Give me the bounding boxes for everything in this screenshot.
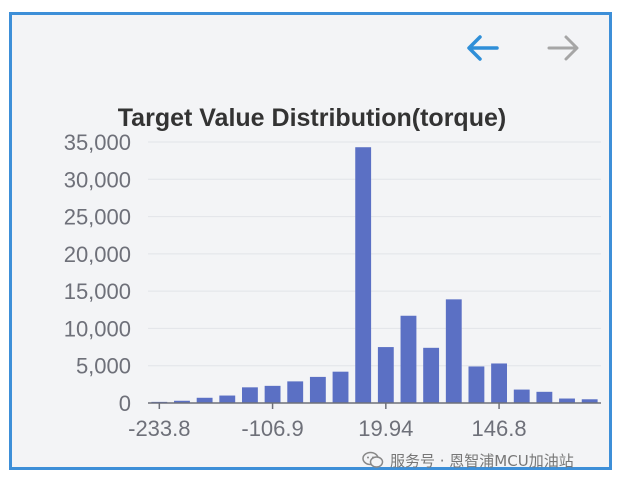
y-tick-label: 15,000: [64, 279, 131, 304]
chart-title: Target Value Distribution(torque): [118, 104, 506, 132]
histogram-bar: [219, 395, 236, 403]
histogram-bar: [196, 397, 213, 403]
watermark: 服务号 · 恩智浦MCU加油站: [362, 448, 574, 472]
histogram-bar: [241, 387, 258, 403]
x-axis: -233.8 -106.9 19.94 146.8: [128, 402, 601, 441]
histogram-bar: [468, 366, 485, 403]
histogram-bar: [423, 347, 440, 403]
forward-button[interactable]: [541, 30, 585, 66]
y-tick-label: 20,000: [64, 242, 131, 267]
y-tick-label: 5,000: [76, 354, 131, 379]
y-tick-label: 25,000: [64, 205, 131, 230]
histogram-bar: [174, 400, 190, 403]
grid-lines: [148, 141, 601, 367]
histogram-bar: [355, 147, 372, 403]
watermark-text: 服务号 · 恩智浦MCU加油站: [390, 451, 574, 470]
histogram-bar: [264, 385, 281, 403]
histogram-bar: [287, 381, 304, 403]
arrow-left-icon: [467, 35, 499, 61]
y-tick-label: 10,000: [64, 316, 131, 341]
x-tick-label: -106.9: [241, 416, 303, 441]
histogram-bar: [536, 391, 553, 403]
histogram-bar: [559, 398, 575, 403]
histogram-bar: [400, 315, 417, 403]
y-tick-label: 0: [119, 391, 131, 416]
back-button[interactable]: [461, 30, 505, 66]
x-tick-label: -233.8: [128, 416, 190, 441]
histogram-bar: [377, 347, 394, 403]
histogram-bar: [445, 299, 462, 403]
wechat-icon: [362, 451, 384, 468]
y-axis: 0 5,000 10,000 15,000 20,000 25,000 30,000 35,0…: [64, 130, 131, 416]
x-tick-label: 146.8: [472, 416, 527, 441]
histogram-bar: [581, 399, 598, 403]
histogram-bar: [309, 376, 326, 403]
histogram-bar: [491, 363, 508, 403]
histogram-bar: [513, 389, 530, 403]
y-tick-label: 35,000: [64, 130, 131, 155]
arrow-right-icon: [547, 35, 579, 61]
histogram-bar: [332, 371, 349, 403]
bars: [151, 147, 598, 403]
y-tick-label: 30,000: [64, 167, 131, 192]
x-tick-label: 19.94: [358, 416, 413, 441]
